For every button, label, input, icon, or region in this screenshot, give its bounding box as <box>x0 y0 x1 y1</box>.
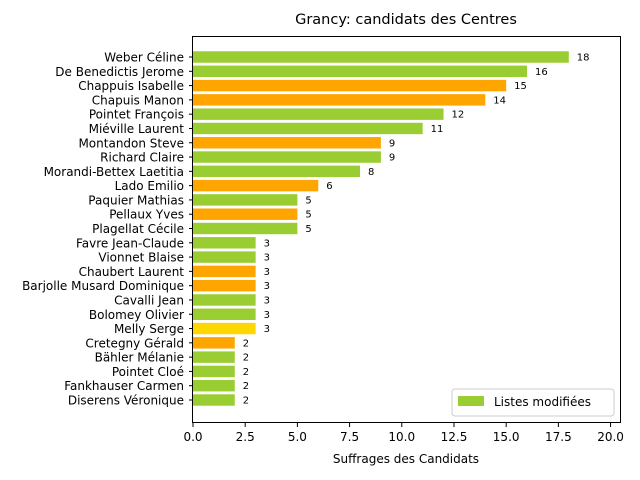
y-tick-label: Richard Claire <box>100 151 184 165</box>
data-label: 3 <box>264 267 270 278</box>
data-label: 3 <box>264 253 270 264</box>
y-tick-label: Morandi-Bettex Laetitia <box>44 165 184 179</box>
bar <box>193 322 256 335</box>
legend-label: Listes modifiées <box>494 395 591 409</box>
bar <box>193 294 256 306</box>
bar <box>193 351 235 363</box>
data-label: 18 <box>577 53 590 64</box>
plot-frame <box>192 36 621 423</box>
y-tick-label: Fankhauser Carmen <box>64 379 184 393</box>
y-tick-label: Vionnet Blaise <box>98 251 184 265</box>
x-tick-label: 7.5 <box>340 430 359 444</box>
data-label: 16 <box>535 67 548 78</box>
legend-swatch <box>458 396 484 406</box>
bar <box>193 379 235 392</box>
bar <box>193 365 235 378</box>
legend-box <box>451 388 615 417</box>
data-label: 5 <box>305 195 311 206</box>
data-label: 5 <box>305 224 311 235</box>
bar <box>193 337 235 349</box>
y-tick-label: Weber Céline <box>104 51 184 65</box>
y-tick-label: Melly Serge <box>114 322 184 336</box>
y-tick-label: Favre Jean-Claude <box>76 236 184 250</box>
bar <box>193 394 235 406</box>
x-tick-label: 12.5 <box>441 430 468 444</box>
y-tick-label: Paquier Mathias <box>88 193 184 207</box>
bar <box>193 265 256 278</box>
legend: Listes modifiées <box>451 388 615 417</box>
y-tick-label: Diserens Véronique <box>68 394 184 408</box>
data-label: 9 <box>389 153 395 164</box>
data-label: 3 <box>264 324 270 335</box>
x-axis-label: Suffrages des Candidats <box>333 452 479 466</box>
data-label: 6 <box>326 181 332 192</box>
x-ticks: 0.0 2.5 5.0 7.5 10.0 12.5 15.0 17.5 20.0 <box>183 423 624 444</box>
bar <box>193 165 361 178</box>
bar <box>193 122 423 135</box>
bar <box>193 251 256 263</box>
bar <box>193 279 256 292</box>
y-tick-label: Bolomey Olivier <box>89 308 184 322</box>
data-label: 2 <box>243 367 249 378</box>
data-label: 9 <box>389 138 395 149</box>
data-label: 3 <box>264 310 270 321</box>
bar <box>193 151 381 163</box>
bar <box>193 137 381 149</box>
bar <box>193 308 256 320</box>
bar <box>193 51 569 63</box>
data-label: 2 <box>243 381 249 392</box>
bar <box>193 65 528 78</box>
y-tick-label: Cretegny Gérald <box>85 336 184 350</box>
chart-title: Grancy: candidats des Centres <box>295 12 517 28</box>
y-tick-label: Chapuis Manon <box>92 93 184 107</box>
bar <box>193 222 298 235</box>
y-tick-label: Pellaux Yves <box>109 208 184 222</box>
data-label: 8 <box>368 167 374 178</box>
y-tick-label: Bähler Mélanie <box>95 351 184 365</box>
y-tick-label: Chaubert Laurent <box>79 265 185 279</box>
data-label: 3 <box>264 295 270 306</box>
data-label: 11 <box>431 124 444 135</box>
data-label: 2 <box>243 353 249 364</box>
data-label: 3 <box>264 281 270 292</box>
bar <box>193 79 507 92</box>
y-tick-label: Montandon Steve <box>78 136 184 150</box>
bar <box>193 237 256 249</box>
bar <box>193 108 444 120</box>
y-tick-label: Cavalli Jean <box>114 293 184 307</box>
data-label: 2 <box>243 396 249 407</box>
x-tick-label: 10.0 <box>388 430 415 444</box>
y-tick-label: Miéville Laurent <box>89 122 185 136</box>
y-tick-label: Lado Emilio <box>115 179 184 193</box>
data-label: 2 <box>243 338 249 349</box>
y-tick-label: Pointet Cloé <box>112 365 184 379</box>
x-tick-label: 20.0 <box>597 430 624 444</box>
bars-layer <box>193 51 569 406</box>
data-label: 15 <box>514 81 527 92</box>
data-label: 12 <box>452 110 465 121</box>
bar <box>193 94 486 106</box>
x-tick-label: 2.5 <box>236 430 255 444</box>
y-tick-label: Chappuis Isabelle <box>78 79 184 93</box>
data-label: 3 <box>264 238 270 249</box>
bar <box>193 179 319 192</box>
y-tick-label: Plagellat Cécile <box>92 222 184 236</box>
x-tick-label: 15.0 <box>493 430 520 444</box>
bar <box>193 208 298 220</box>
y-tick-label: Barjolle Musard Dominique <box>22 279 184 293</box>
data-label: 5 <box>305 210 311 221</box>
x-tick-label: 5.0 <box>288 430 307 444</box>
bar <box>193 194 298 206</box>
y-tick-label: De Benedictis Jerome <box>55 65 184 79</box>
x-tick-label: 0.0 <box>183 430 202 444</box>
y-tick-label: Pointet François <box>89 108 184 122</box>
data-labels: 18 16 15 14 12 11 9 9 8 6 5 5 5 3 3 3 3 3 3 3 2 2 2 2 2 <box>243 53 590 407</box>
data-label: 14 <box>493 95 506 106</box>
x-tick-label: 17.5 <box>545 430 572 444</box>
